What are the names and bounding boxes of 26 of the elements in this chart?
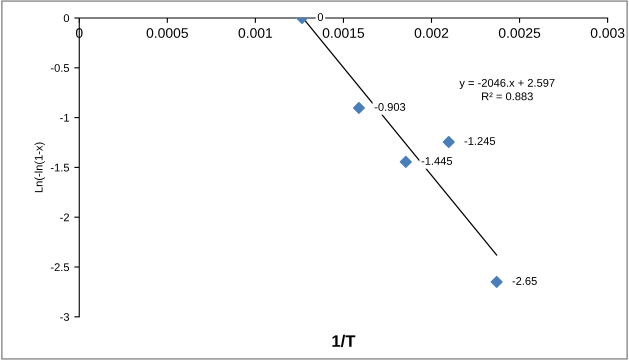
data-label: 0 (318, 13, 324, 21)
x-tick-label: 0.0005 (146, 28, 188, 38)
data-label: -0.903 (374, 103, 406, 111)
x-tick-label: 0.003 (590, 28, 624, 38)
x-tick-label: 0.0025 (498, 28, 540, 38)
y-tick-label: -2.5 (50, 263, 70, 272)
x-tick-label: 0.001 (238, 28, 272, 38)
data-label: -1.245 (464, 137, 496, 145)
point (400, 156, 412, 168)
y-tick-label: -1 (60, 114, 69, 122)
point (442, 136, 455, 148)
annotation: R² = 0.883 (482, 92, 533, 100)
y-tick-label: -1.5 (50, 164, 70, 172)
data-label: -1.445 (422, 157, 452, 165)
data-label: -2.65 (512, 277, 537, 285)
annotation: y = -2046.x + 2.597 (459, 78, 555, 90)
point (490, 276, 503, 288)
x-axis-title: 1/T (332, 334, 356, 348)
point (352, 102, 366, 114)
y-axis-title: Ln(-ln(1-x) (34, 142, 45, 192)
y-tick-label: 0 (64, 14, 70, 22)
y-tick-label: -3 (60, 313, 70, 321)
x-tick-label: 0.0015 (322, 28, 364, 38)
y-tick-label: -0.5 (50, 64, 70, 72)
y-tick-label: -2 (60, 213, 69, 222)
x-tick-label: 0.002 (414, 28, 448, 38)
